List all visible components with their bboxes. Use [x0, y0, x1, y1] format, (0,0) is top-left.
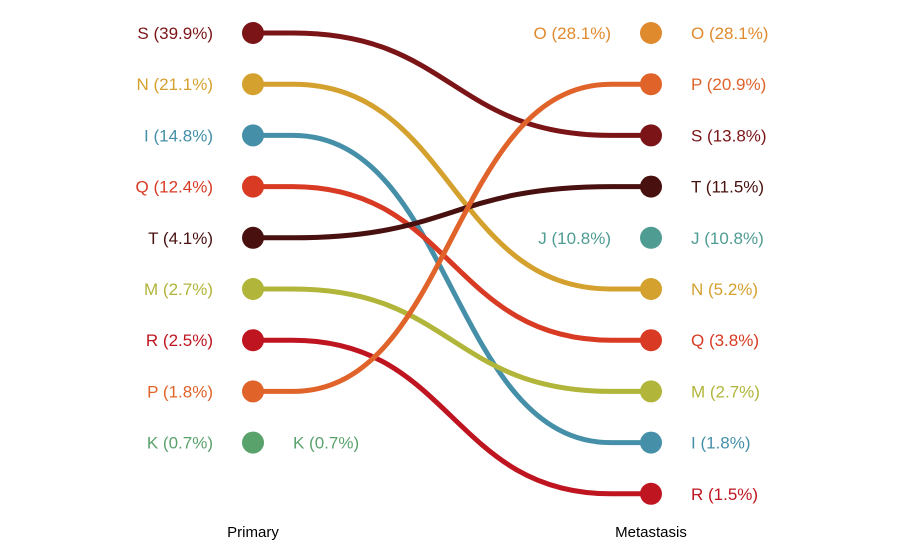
label-primary-q: Q (12.4%) [136, 178, 213, 197]
dot-metastasis-s [640, 124, 662, 147]
label-metastasis-o: O (28.1%) [691, 24, 768, 43]
label-metastasis-m: M (2.7%) [691, 382, 760, 401]
link-q [250, 184, 654, 343]
dot-metastasis-p [640, 73, 662, 96]
value-labels: S (39.9%) S (13.8%) N (21.1%) N (5.2%) I (14… [136, 24, 769, 504]
label-metastasis-p: P (20.9%) [691, 75, 766, 94]
label-primary-m: M (2.7%) [144, 280, 213, 299]
label-primary-n: N (21.1%) [136, 75, 213, 94]
label-primary-r: R (2.5%) [146, 331, 213, 350]
axis-label-metastasis: Metastasis [615, 524, 687, 541]
link-lines [250, 30, 654, 497]
label-primary-i: I (14.8%) [144, 126, 213, 145]
dot-metastasis-m [640, 380, 662, 403]
dot-primary-q [242, 175, 264, 198]
label-primary-t: T (4.1%) [148, 229, 213, 248]
dot-metastasis-r [640, 482, 662, 505]
label-metastasis-t: T (11.5%) [691, 178, 764, 197]
label-primary-s: S (39.9%) [137, 24, 213, 43]
dot-metastasis-n [640, 278, 662, 300]
link-m [250, 286, 654, 394]
label-metastasis-n: N (5.2%) [691, 280, 758, 299]
label-extra-o: O (28.1%) [534, 24, 611, 43]
label-metastasis-r: R (1.5%) [691, 485, 758, 504]
label-extra-j: J (10.8%) [538, 229, 611, 248]
label-extra-k: K (0.7%) [293, 434, 359, 453]
dot-metastasis-t [640, 175, 662, 198]
label-primary-k: K (0.7%) [147, 434, 213, 453]
dot-metastasis-q [640, 329, 662, 352]
link-p [250, 81, 654, 394]
dot-primary-m [242, 278, 264, 300]
link-r [250, 337, 654, 497]
dots [242, 22, 662, 505]
link-t [250, 184, 654, 241]
label-metastasis-s: S (13.8%) [691, 126, 767, 145]
dot-primary-n [242, 73, 264, 96]
label-metastasis-i: I (1.8%) [691, 434, 751, 453]
label-primary-p: P (1.8%) [147, 382, 213, 401]
dot-metastasis-o [640, 22, 662, 44]
dot-metastasis-j [640, 226, 662, 249]
link-i [250, 132, 654, 446]
link-s [250, 30, 654, 138]
label-metastasis-j: J (10.8%) [691, 229, 764, 248]
dot-primary-t [242, 226, 264, 249]
dot-primary-p [242, 380, 264, 403]
link-n [250, 81, 654, 292]
dot-primary-s [242, 22, 264, 44]
dot-primary-r [242, 329, 264, 352]
dot-primary-i [242, 124, 264, 147]
axis-label-primary: Primary [227, 524, 279, 541]
dot-primary-k [242, 431, 264, 454]
dot-metastasis-i [640, 431, 662, 454]
label-metastasis-q: Q (3.8%) [691, 331, 759, 350]
